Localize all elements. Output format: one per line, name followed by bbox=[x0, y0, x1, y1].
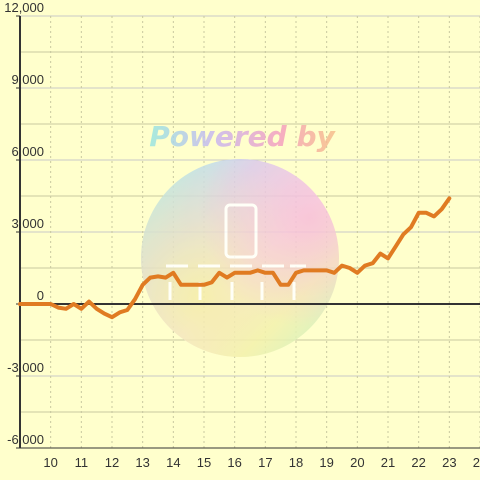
x-tick-label: 21 bbox=[381, 455, 395, 470]
y-tick-label: 6,000 bbox=[11, 144, 44, 159]
y-tick-label: 9,000 bbox=[11, 72, 44, 87]
y-tick-label: -3,000 bbox=[7, 360, 44, 375]
x-tick-label: 18 bbox=[289, 455, 303, 470]
x-tick-label: 19 bbox=[319, 455, 333, 470]
watermark-text: Powered by bbox=[149, 120, 336, 153]
x-tick-label: 24 bbox=[473, 455, 480, 470]
tick-labels: -6,000 -3,000 0 3,000 6,000 9,000 12,000 10 11 12… bbox=[4, 0, 480, 470]
series bbox=[18, 196, 452, 320]
x-tick-label: 22 bbox=[411, 455, 425, 470]
x-tick-label: 15 bbox=[197, 455, 211, 470]
x-tick-label: 10 bbox=[43, 455, 57, 470]
y-tick-label: -6,000 bbox=[7, 432, 44, 447]
x-tick-label: 13 bbox=[135, 455, 149, 470]
series-line bbox=[18, 196, 452, 320]
x-tick-label: 20 bbox=[350, 455, 364, 470]
x-tick-label: 23 bbox=[442, 455, 456, 470]
x-tick-label: 14 bbox=[166, 455, 180, 470]
watermark: Powered by bbox=[141, 120, 339, 357]
y-tick-label: 12,000 bbox=[4, 0, 44, 15]
x-tick-label: 16 bbox=[227, 455, 241, 470]
y-tick-label: 0 bbox=[37, 288, 44, 303]
y-tick-label: 3,000 bbox=[11, 216, 44, 231]
watermark-logo-icon bbox=[224, 203, 258, 259]
x-tick-label: 12 bbox=[105, 455, 119, 470]
x-tick-label: 17 bbox=[258, 455, 272, 470]
x-tick-label: 11 bbox=[75, 455, 89, 470]
